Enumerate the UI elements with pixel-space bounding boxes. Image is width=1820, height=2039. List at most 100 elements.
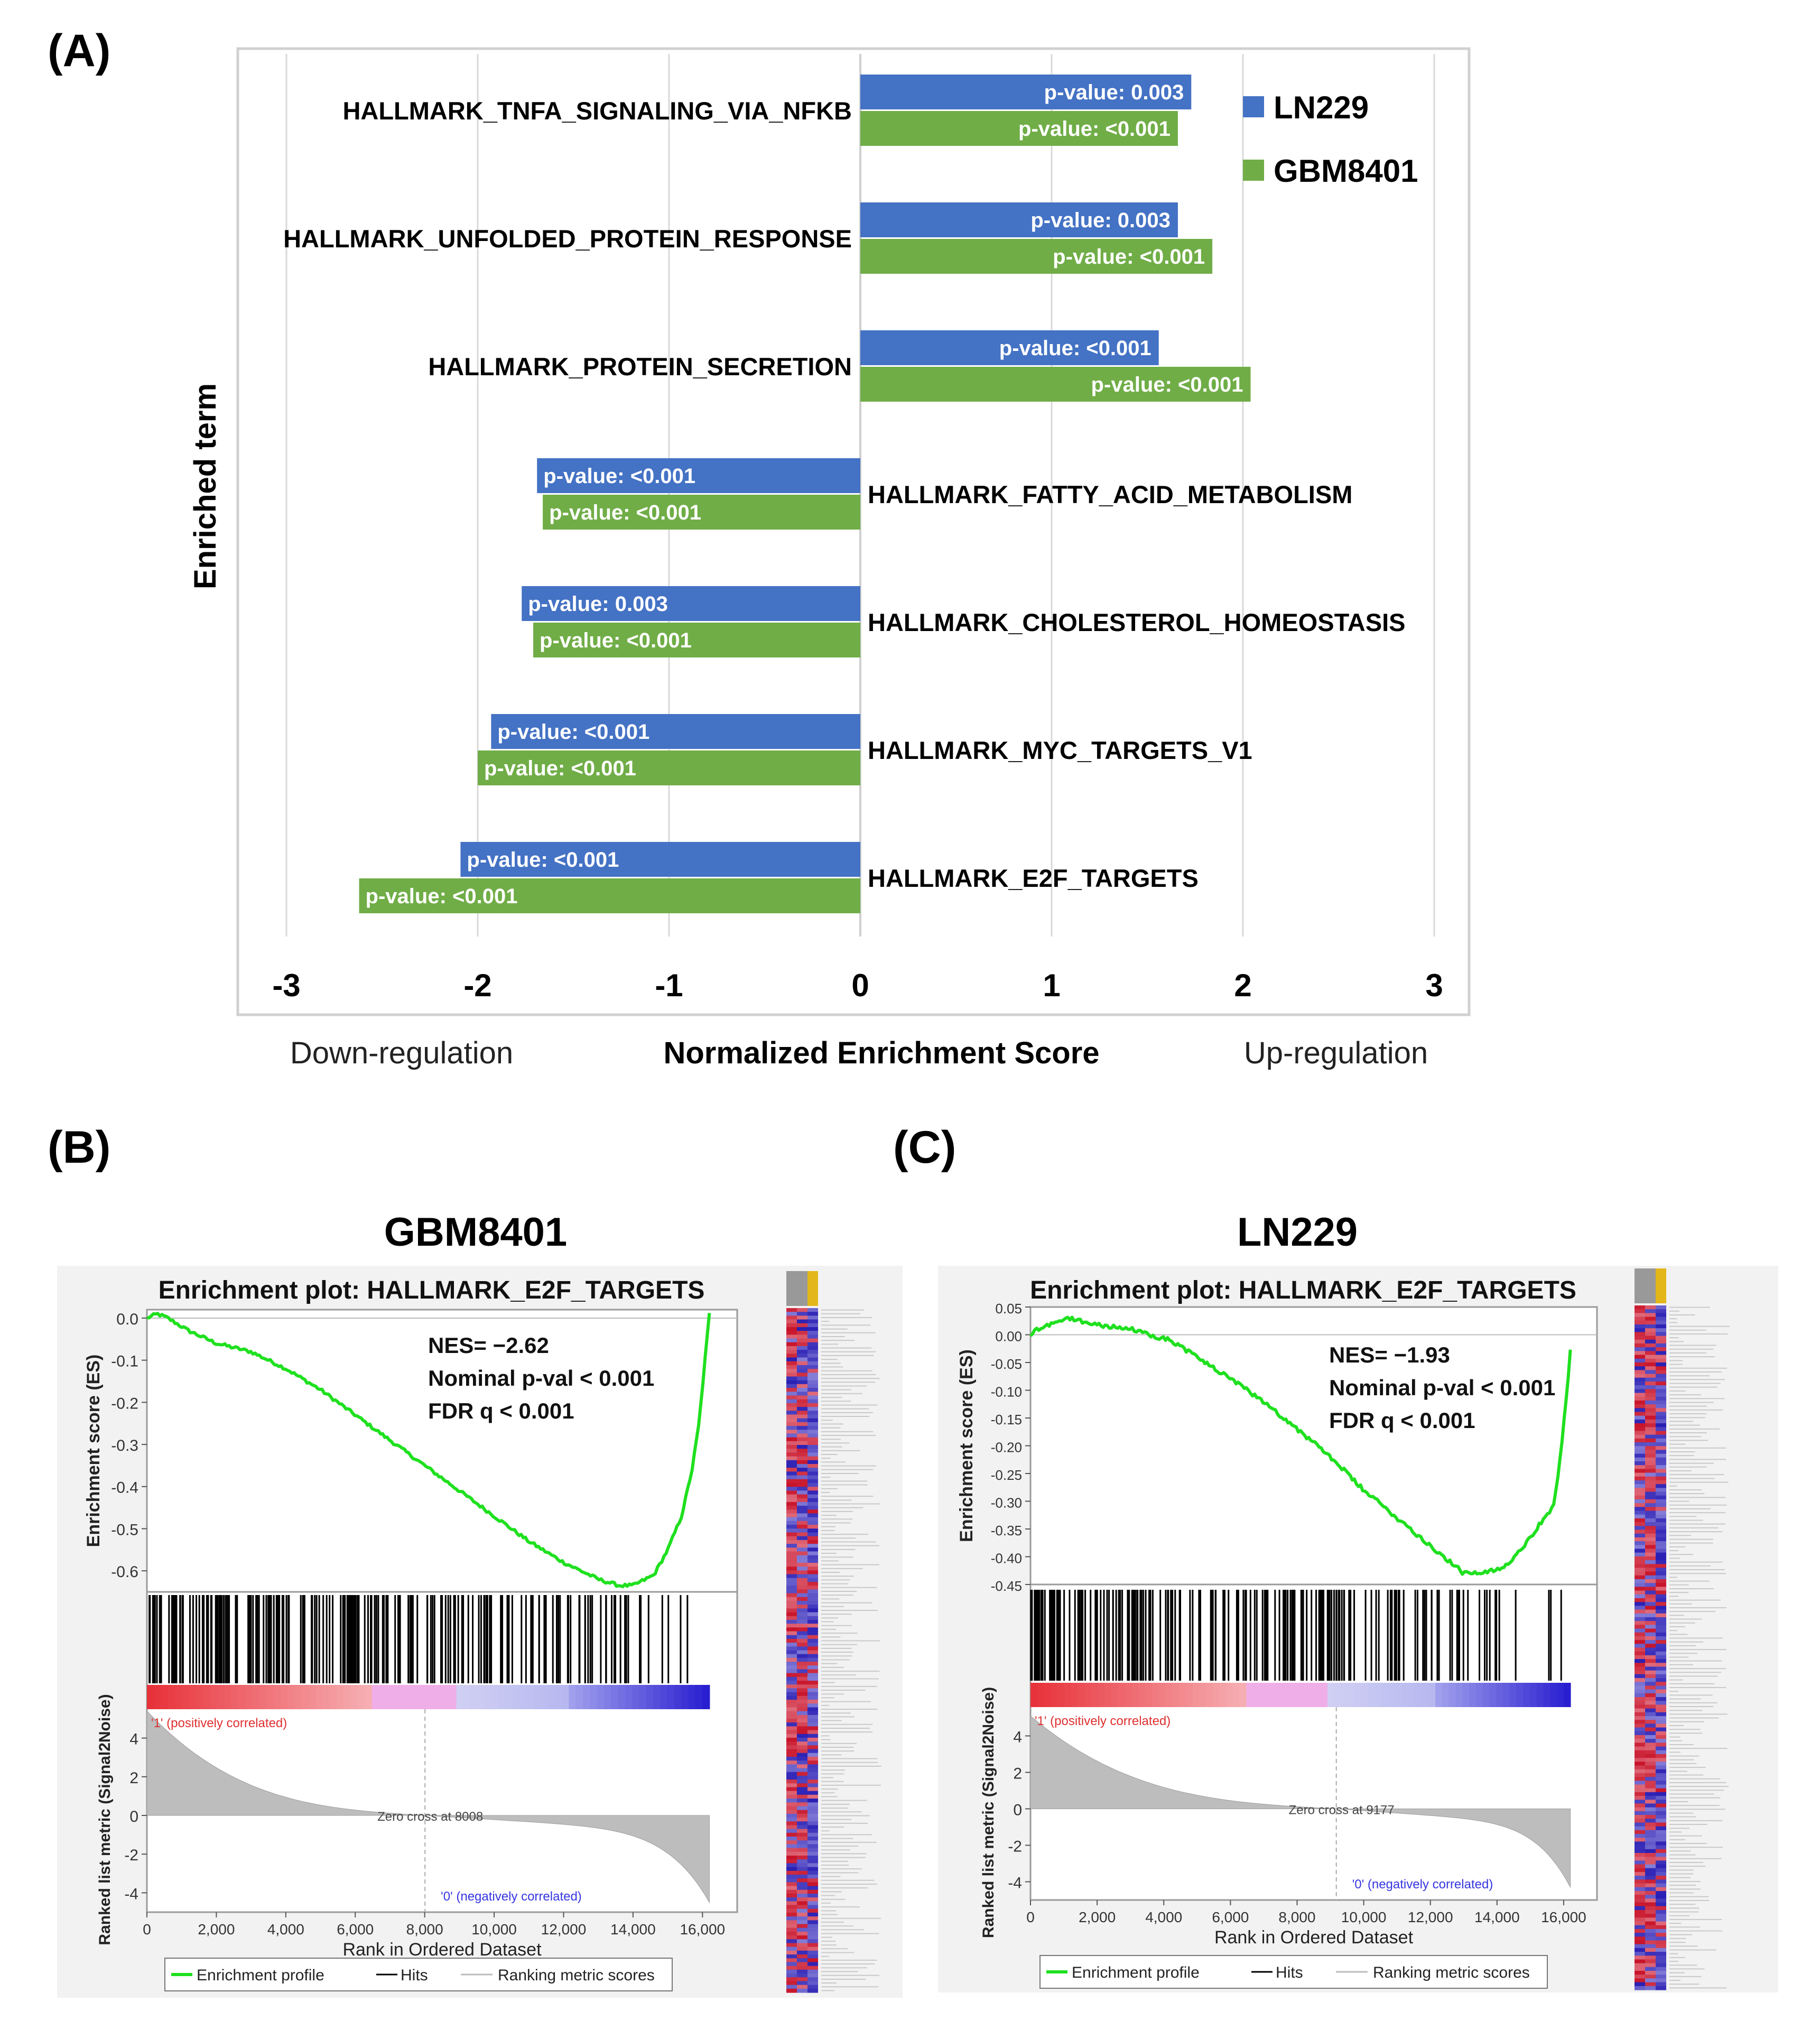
nes-bar-chart: -3 -2 -1 0 1 2 3 Normalized Enrichment Score Dow…: [188, 47, 1471, 1070]
heatmap-cell: [807, 1430, 818, 1434]
heatmap-cell: [786, 1365, 797, 1369]
heatmap-cell: [797, 1821, 807, 1826]
x-axis-title: Rank in Ordered Dataset: [342, 1940, 542, 1960]
heatmap-cell: [786, 1737, 797, 1742]
heatmap-cell: [807, 1624, 818, 1628]
heatmap-cell: [807, 1555, 818, 1560]
heatmap-cell: [1656, 1476, 1666, 1481]
rank-color-band-segment: [519, 1685, 527, 1709]
heatmap-cell: [797, 1734, 807, 1738]
heatmap-cell: [1645, 1320, 1656, 1325]
heatmap-cell: [786, 1570, 797, 1575]
heatmap-cell: [786, 1373, 797, 1377]
heatmap-cell: [807, 1544, 818, 1548]
heatmap-cell: [807, 1707, 818, 1712]
heatmap-cell: [1645, 1727, 1656, 1732]
heatmap-cell: [1656, 1499, 1666, 1504]
heatmap-cell: [1645, 1522, 1656, 1526]
heatmap-cell: [1656, 1963, 1666, 1968]
heatmap-cell: [1656, 1769, 1666, 1774]
heatmap-cell: [1645, 1385, 1656, 1389]
bar-ln229: [522, 586, 860, 621]
rank-color-band-segment: [611, 1685, 619, 1709]
heatmap-cell: [1645, 1370, 1656, 1375]
heatmap-cell: [797, 1851, 807, 1856]
heatmap-cell: [807, 1760, 818, 1765]
heatmap-cell: [1656, 1655, 1666, 1660]
heatmap-cell: [786, 1954, 797, 1959]
heatmap-cell: [786, 1818, 797, 1822]
heatmap-cell: [1656, 1514, 1666, 1519]
heatmap-cell: [1645, 1731, 1656, 1736]
gsea-stat-text: FDR q < 0.001: [428, 1398, 574, 1423]
heatmap-cell: [797, 1901, 807, 1906]
rank-color-band-segment: [1375, 1683, 1382, 1707]
heatmap-cell: [1645, 1929, 1656, 1933]
heatmap-cell: [786, 1870, 797, 1875]
rank-color-band-segment: [273, 1685, 281, 1709]
heatmap-cell: [1645, 1781, 1656, 1785]
heatmap-cell: [797, 1726, 807, 1731]
heatmap-cell: [786, 1832, 797, 1837]
heatmap-cell: [1635, 1419, 1645, 1424]
heatmap-cell: [797, 1384, 807, 1388]
heatmap-cell: [797, 1479, 807, 1484]
heatmap-cell: [1656, 1320, 1666, 1325]
heatmap-cell: [1635, 1457, 1645, 1462]
bar-gbm8401: [359, 878, 860, 913]
x-tick-label: 6,000: [337, 1921, 374, 1938]
heatmap-cell: [1635, 1412, 1645, 1416]
heatmap-cell: [1656, 1883, 1666, 1888]
rank-color-band-segment: [1341, 1683, 1349, 1707]
rank-color-band-segment: [224, 1685, 232, 1709]
heatmap-cell: [786, 1856, 797, 1860]
rank-color-band-segment: [1199, 1683, 1207, 1707]
heatmap-cell: [1656, 1890, 1666, 1895]
heatmap-cell: [797, 1559, 807, 1563]
heatmap-cell: [1656, 1693, 1666, 1698]
heatmap-cell: [1635, 1461, 1645, 1466]
legend-swatch-gbm8401: [1243, 160, 1264, 181]
rank-color-band-segment: [231, 1685, 239, 1709]
heatmap-cell: [1645, 1309, 1656, 1313]
heatmap-cell: [797, 1319, 807, 1324]
heatmap-cell: [1635, 1898, 1645, 1903]
x-tick-label: -1: [655, 968, 683, 1003]
gsea-legend-box: [1039, 1955, 1548, 1989]
heatmap-cell: [1635, 1320, 1645, 1325]
rank-color-band-segment: [1381, 1683, 1389, 1707]
heatmap-cell: [1656, 1735, 1666, 1739]
heatmap-cell: [1656, 1621, 1666, 1625]
heatmap-cell: [807, 1357, 818, 1362]
heatmap-cell: [1645, 1575, 1656, 1580]
heatmap-cell: [807, 1950, 818, 1955]
heatmap-cell: [786, 1468, 797, 1472]
rank-color-band-segment: [547, 1685, 555, 1709]
enrichment-profile-line: [146, 1312, 711, 1589]
heatmap-cell: [786, 1567, 797, 1571]
heatmap-cell: [1645, 1324, 1656, 1329]
heatmap-cell: [1635, 1902, 1645, 1907]
heatmap-cell: [807, 1912, 818, 1917]
heatmap-cell: [1656, 1533, 1666, 1538]
heatmap-cell: [1635, 1762, 1645, 1766]
heatmap-cell: [1635, 1450, 1645, 1454]
heatmap-cell: [797, 1521, 807, 1525]
heatmap-cell: [797, 1323, 807, 1328]
heatmap-cell: [1635, 1697, 1645, 1701]
heatmap-cell: [786, 1631, 797, 1636]
heatmap-cell: [797, 1619, 807, 1624]
heatmap-cell: [1656, 1788, 1666, 1793]
heatmap-cell: [807, 1882, 818, 1887]
heatmap-cell: [1635, 1480, 1645, 1485]
rank-color-band-segment: [1536, 1683, 1544, 1707]
heatmap-cell: [1645, 1716, 1656, 1720]
heatmap-cell: [797, 1756, 807, 1761]
heatmap-cell: [797, 1837, 807, 1841]
heatmap-cell: [1656, 1708, 1666, 1713]
heatmap-cell: [1656, 1374, 1666, 1378]
heatmap-cell: [1656, 1431, 1666, 1435]
heatmap-cell: [1635, 1381, 1645, 1386]
heatmap-cell: [1645, 1879, 1656, 1884]
heatmap-cell: [797, 1939, 807, 1944]
